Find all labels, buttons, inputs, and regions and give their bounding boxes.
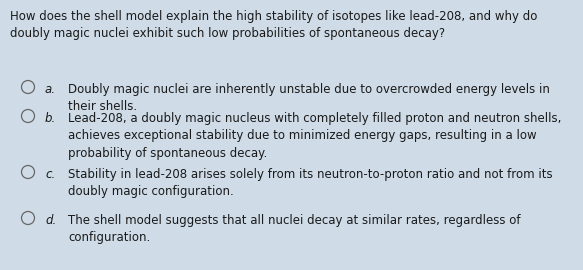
Text: b.: b. [45, 112, 56, 125]
Text: c.: c. [45, 168, 55, 181]
Text: How does the shell model explain the high stability of isotopes like lead-208, a: How does the shell model explain the hig… [10, 10, 538, 40]
Text: Doubly magic nuclei are inherently unstable due to overcrowded energy levels in
: Doubly magic nuclei are inherently unsta… [68, 83, 550, 113]
Text: a.: a. [45, 83, 56, 96]
Text: Lead-208, a doubly magic nucleus with completely filled proton and neutron shell: Lead-208, a doubly magic nucleus with co… [68, 112, 561, 160]
Text: The shell model suggests that all nuclei decay at similar rates, regardless of
c: The shell model suggests that all nuclei… [68, 214, 521, 245]
Text: Stability in lead-208 arises solely from its neutron-to-proton ratio and not fro: Stability in lead-208 arises solely from… [68, 168, 553, 198]
Text: d.: d. [45, 214, 56, 227]
